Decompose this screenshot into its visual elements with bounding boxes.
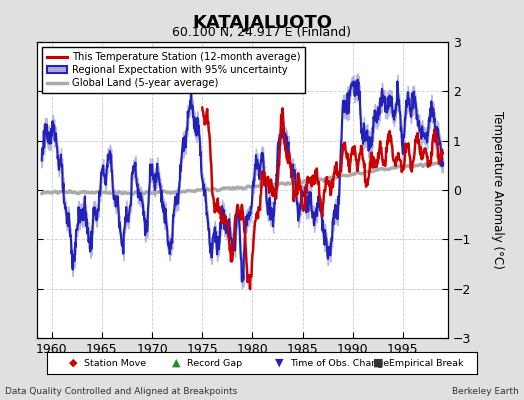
Y-axis label: Temperature Anomaly (°C): Temperature Anomaly (°C): [490, 111, 504, 269]
Text: Time of Obs. Change: Time of Obs. Change: [290, 358, 389, 368]
Text: KATAJALUOTO: KATAJALUOTO: [192, 14, 332, 32]
Text: Empirical Break: Empirical Break: [389, 358, 463, 368]
Text: Station Move: Station Move: [84, 358, 146, 368]
Text: Data Quality Controlled and Aligned at Breakpoints: Data Quality Controlled and Aligned at B…: [5, 387, 237, 396]
Text: Berkeley Earth: Berkeley Earth: [452, 387, 519, 396]
Text: ■: ■: [373, 358, 383, 368]
Text: 60.100 N, 24.917 E (Finland): 60.100 N, 24.917 E (Finland): [172, 26, 352, 39]
Text: ▲: ▲: [172, 358, 180, 368]
Text: ▼: ▼: [275, 358, 283, 368]
Text: ◆: ◆: [69, 358, 77, 368]
Legend: This Temperature Station (12-month average), Regional Expectation with 95% uncer: This Temperature Station (12-month avera…: [42, 47, 305, 93]
Text: Record Gap: Record Gap: [187, 358, 242, 368]
